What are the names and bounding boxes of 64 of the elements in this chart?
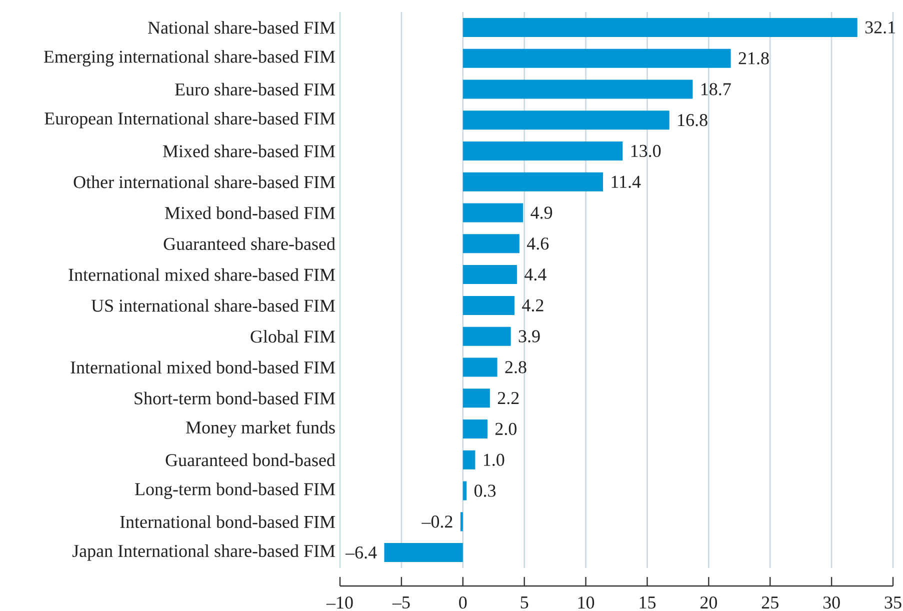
x-tick-label: –5 — [392, 596, 410, 608]
y-tick-label: Long-term bond-based FIM — [135, 482, 335, 499]
bar — [460, 512, 463, 532]
y-tick-label: Guaranteed bond-based — [166, 454, 336, 466]
data-label: 4.2 — [522, 299, 544, 312]
y-tick-label: International mixed share-based FIM — [68, 268, 335, 281]
data-label: 4.4 — [524, 268, 546, 281]
x-tick-label: 15 — [640, 596, 656, 609]
data-label: 3.9 — [518, 330, 540, 342]
data-label: –6.4 — [345, 546, 377, 559]
data-label: 32.1 — [865, 21, 895, 34]
bar — [462, 296, 515, 315]
bar — [462, 481, 467, 500]
x-tick-label: 0 — [459, 596, 467, 609]
y-tick-label: International mixed bond-based FIM — [70, 360, 335, 374]
bar — [462, 172, 603, 192]
bar — [462, 80, 693, 99]
data-label: 11.4 — [612, 176, 641, 188]
x-tick-label: –10 — [326, 596, 353, 609]
bar — [462, 265, 517, 284]
x-tick-label: 35 — [884, 596, 902, 609]
data-label: –0.2 — [422, 516, 452, 528]
bar — [462, 358, 498, 377]
y-tick-label: Japan International share-based FIM — [72, 544, 335, 561]
data-label: 2.8 — [505, 361, 526, 374]
bar — [462, 450, 476, 470]
y-tick-label: US international share-based FIM — [91, 299, 335, 312]
y-tick-label: Mixed share-based FIM — [163, 144, 335, 158]
y-tick-label: European International share-based FIM — [44, 112, 335, 128]
data-label: 1.0 — [484, 454, 504, 466]
bar — [462, 420, 488, 438]
bar — [384, 543, 463, 562]
y-tick-label: National share-based FIM — [148, 21, 335, 34]
data-label: 2.0 — [495, 422, 516, 436]
y-tick-label: Guaranteed share-based — [164, 237, 336, 250]
bar — [462, 110, 670, 130]
data-label: 21.8 — [738, 52, 769, 64]
data-label: 13.0 — [631, 144, 661, 158]
data-label: 2.2 — [498, 392, 519, 404]
data-label: 4.9 — [530, 206, 552, 219]
y-tick-label: International bond-based FIM — [120, 515, 335, 528]
data-label: 18.7 — [701, 83, 731, 96]
x-tick-label: 20 — [700, 596, 717, 609]
bar — [462, 18, 858, 37]
y-tick-label: Mixed bond-based FIM — [165, 206, 335, 220]
y-tick-label: Money market funds — [186, 420, 335, 438]
y-tick-label: Emerging international share-based FIM — [44, 50, 335, 67]
data-label: 16.8 — [678, 114, 708, 126]
data-label: 0.3 — [474, 484, 496, 497]
y-tick-label: Global FIM — [250, 330, 335, 343]
bar — [462, 48, 731, 68]
bar — [462, 141, 623, 160]
y-tick-label: Euro share-based FIM — [175, 82, 335, 96]
bar — [462, 326, 511, 346]
y-tick-label: Short-term bond-based FIM — [134, 392, 335, 404]
bar — [462, 234, 520, 254]
bar — [462, 388, 490, 408]
bar — [462, 203, 524, 222]
y-tick-label: Other international share-based FIM — [74, 176, 335, 188]
x-tick-label: 10 — [578, 596, 594, 609]
data-label: 4.6 — [526, 238, 549, 250]
x-tick-label: 25 — [762, 596, 778, 609]
x-tick-label: 5 — [520, 596, 528, 608]
x-tick-label: 30 — [823, 596, 840, 609]
